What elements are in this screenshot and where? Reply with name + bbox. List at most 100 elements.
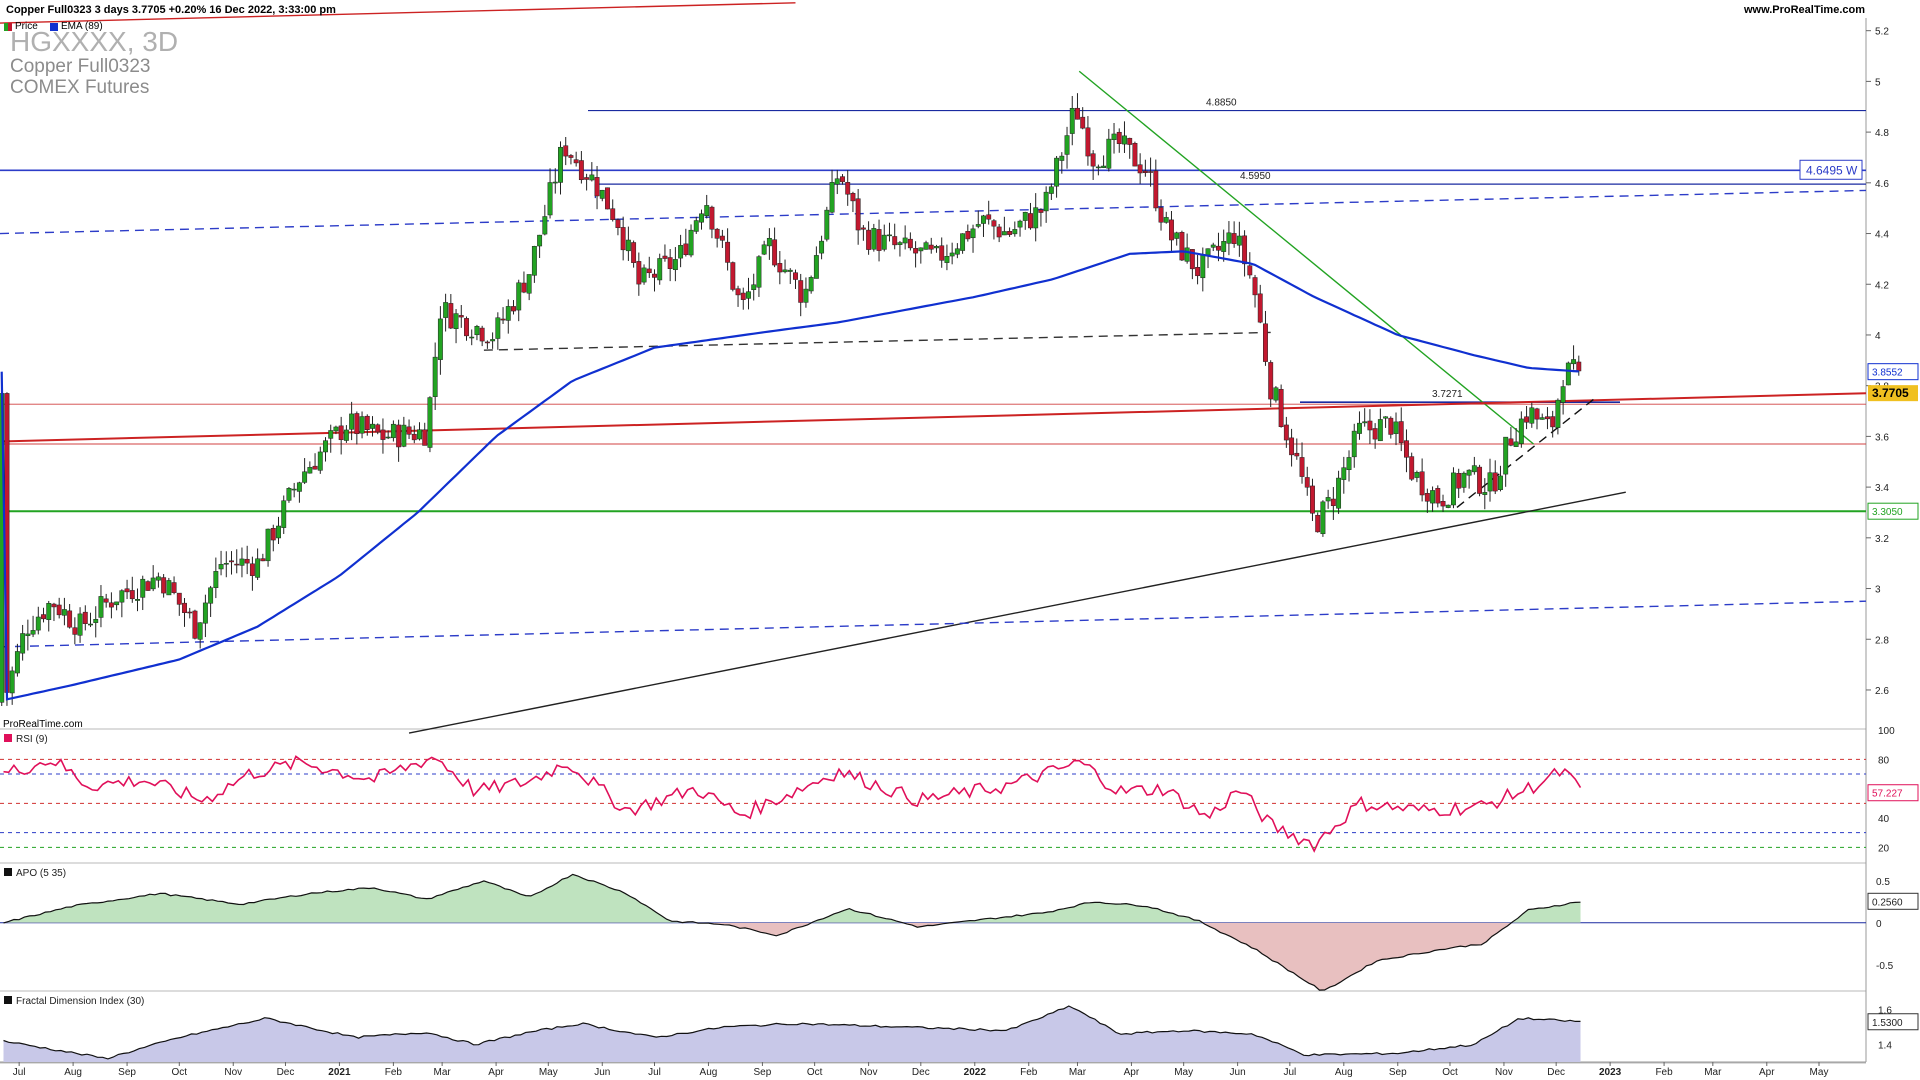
candle-body — [1289, 437, 1295, 456]
x-tick-label: Dec — [912, 1067, 930, 1078]
candle-body — [1059, 155, 1065, 161]
candle-body — [996, 226, 1002, 238]
candle-body — [67, 610, 73, 628]
fdi-last-bg — [1867, 1013, 1919, 1031]
candle-body — [30, 630, 36, 635]
candle-body — [740, 292, 746, 300]
candle-body — [192, 610, 198, 639]
candle-body — [239, 558, 245, 566]
candle-body — [672, 259, 678, 271]
candle-body — [427, 397, 433, 448]
candle-body — [328, 430, 334, 439]
candle-body — [1304, 477, 1310, 488]
candle-body — [1158, 207, 1164, 223]
candle-body — [782, 269, 788, 273]
candle-body — [1492, 472, 1498, 492]
x-tick-label: Sep — [754, 1067, 772, 1078]
candle-body — [229, 560, 234, 563]
candle-body — [1424, 493, 1430, 502]
candle-body — [1409, 456, 1415, 480]
candle-body — [678, 245, 684, 259]
candle-body — [1116, 131, 1122, 145]
apo-line — [3, 873, 1581, 991]
level-label-4595: 4.5950 — [1240, 171, 1271, 182]
y-tick-label: 4.2 — [1875, 280, 1889, 291]
candle-body — [1299, 457, 1305, 477]
rsi-last-label: 57.227 — [1872, 789, 1903, 800]
apo-legend-label: APO (5 35) — [16, 868, 66, 879]
candle-body — [432, 356, 438, 397]
candle-body — [1357, 422, 1362, 434]
header-site[interactable]: www.ProRealTime.com — [1743, 4, 1865, 16]
candle-body — [1179, 232, 1185, 261]
candle-body — [746, 291, 751, 299]
x-tick-label: Aug — [64, 1067, 82, 1078]
candle-body — [860, 227, 866, 230]
candle-body — [422, 429, 428, 446]
candle-body — [1132, 143, 1138, 167]
candle-body — [1508, 438, 1514, 446]
candle-body — [1529, 407, 1535, 424]
candle-body — [218, 564, 224, 570]
candle-body — [542, 216, 548, 235]
candle-body — [1231, 233, 1237, 244]
candle-body — [876, 229, 882, 251]
candle-body — [1487, 472, 1493, 492]
candle-body — [646, 268, 652, 274]
candle-body — [1268, 362, 1274, 400]
x-tick-label: Oct — [172, 1067, 188, 1078]
candle-body — [730, 262, 736, 290]
candle-body — [787, 269, 793, 272]
legend-price-label: Price — [15, 21, 38, 32]
candle-body — [1273, 387, 1279, 401]
candle-body — [949, 252, 955, 257]
candle-body — [1571, 359, 1577, 365]
candle-body — [793, 272, 798, 280]
candle-body — [975, 224, 981, 227]
candle-body — [1430, 490, 1436, 504]
candle-body — [260, 558, 266, 562]
x-tick-label: Jul — [648, 1067, 661, 1078]
candle-body — [939, 245, 945, 261]
candle-body — [1085, 127, 1091, 157]
candle-body — [620, 227, 626, 251]
candle-body — [25, 633, 31, 637]
candle-body — [197, 622, 203, 640]
candle-body — [824, 209, 830, 240]
candle-body — [902, 237, 908, 244]
candle-body — [244, 558, 250, 564]
candle-body — [411, 433, 417, 441]
x-tick-label: Jul — [1283, 1067, 1296, 1078]
support-label-bg — [1867, 502, 1919, 520]
rsi-tick-label: 100 — [1878, 726, 1895, 737]
candle-body — [772, 239, 778, 266]
candle-body — [1336, 477, 1342, 509]
candle-body — [662, 255, 668, 259]
candle-body — [808, 277, 814, 292]
candle-body — [688, 229, 694, 256]
legend-ema-label: EMA (89) — [61, 21, 103, 32]
exchange-name: COMEX Futures — [10, 77, 150, 98]
candle-body — [1106, 138, 1112, 169]
candle-body — [1137, 164, 1143, 174]
candle-body — [88, 623, 93, 626]
y-tick-label: 5 — [1875, 77, 1881, 88]
candle-body — [944, 256, 950, 263]
candle-body — [819, 240, 825, 254]
candle-body — [1393, 421, 1399, 434]
candle-body — [396, 424, 402, 448]
x-tick-label: Jul — [13, 1067, 26, 1078]
y-tick-label: 3.4 — [1875, 483, 1889, 494]
x-tick-label: 2022 — [964, 1067, 987, 1078]
candle-body — [855, 198, 861, 231]
candle-body — [150, 577, 156, 590]
x-tick-label: May — [539, 1067, 558, 1078]
candle-body — [986, 214, 992, 220]
fdi-legend-swatch — [4, 996, 12, 1004]
candle-body — [448, 303, 454, 329]
candle-body — [364, 415, 370, 430]
candle-body — [625, 239, 631, 252]
candle-body — [1565, 362, 1571, 386]
candle-body — [223, 562, 229, 565]
candle-body — [1163, 217, 1169, 223]
